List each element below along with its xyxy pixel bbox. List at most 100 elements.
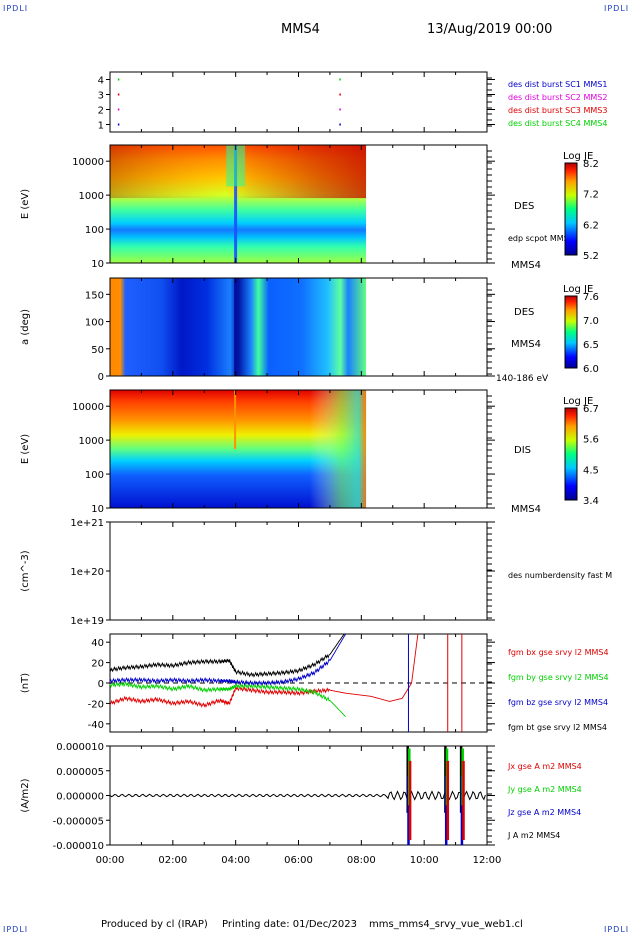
availability-tick-label: 2 — [98, 106, 104, 117]
des-pitch-tick-label: 0 — [98, 372, 104, 383]
time-axis-label: 06:00 — [284, 855, 313, 866]
des-pitch-tick-label: 50 — [91, 345, 104, 356]
des-pitch-colorbar-title: Log JE — [563, 284, 593, 295]
density-tick-label: 1e+21 — [70, 518, 104, 529]
current-tick-label: 0.000010 — [56, 742, 104, 753]
logo-left: IPDLI — [3, 4, 29, 13]
time-axis-label: 02:00 — [158, 855, 187, 866]
footer-logo-right: IPDLI — [604, 925, 630, 934]
des-pitch-colorbar-tick: 6.5 — [583, 340, 599, 351]
des-pitch-colorbar-tick: 7.6 — [583, 292, 599, 303]
dis-energy-colorbar-tick: 5.6 — [583, 435, 599, 446]
des-pitch-tick-label: 100 — [85, 318, 104, 329]
des-energy-tick-label: 10000 — [72, 157, 104, 168]
mag-ylabel: (nT) — [20, 673, 31, 693]
mag-tick-label: 20 — [91, 659, 104, 670]
mag-series-line — [109, 633, 346, 678]
current-burst — [446, 760, 450, 841]
des-energy-colorbar-tick: 7.2 — [583, 190, 599, 201]
density-tick-label: 1e+19 — [70, 616, 104, 627]
time-axis-label: 10:00 — [410, 855, 439, 866]
availability-mark — [117, 108, 120, 111]
current-burst — [444, 775, 448, 845]
footer-config: mms_mms4_srvy_vue_web1.cl — [369, 919, 523, 930]
current-baseline — [109, 790, 486, 801]
time-axis-label: 00:00 — [96, 855, 125, 866]
availability-mark — [117, 123, 120, 126]
current-legend: J A m2 MMS4 — [507, 831, 560, 840]
current-burst — [460, 775, 464, 845]
des-energy-tick-label: 1000 — [79, 191, 104, 202]
dis-energy-tick-label: 1000 — [79, 436, 104, 447]
time-axis-label: 04:00 — [221, 855, 250, 866]
des-pitch-bottom-label: 140-186 eV — [496, 374, 549, 384]
des-pitch-colorbar-tick: 7.0 — [583, 316, 599, 327]
mag-series-line — [345, 633, 419, 702]
footer-produced-by: Produced by cl (IRAP) — [101, 919, 208, 930]
des-energy-dip — [226, 145, 246, 187]
footer-printing-date: Printing date: 01/Dec/2023 — [222, 919, 358, 930]
mag-series-line — [109, 633, 346, 687]
density-ylabel: (cm^-3) — [20, 550, 31, 591]
logo-right: IPDLI — [604, 4, 630, 13]
availability-legend: des dist burst SC1 MMS1 — [508, 80, 607, 89]
availability-mark — [117, 93, 120, 96]
mag-tick-label: -20 — [88, 699, 104, 710]
current-legend: Jz gse A m2 MMS4 — [507, 808, 581, 817]
current-tick-label: 0.000005 — [56, 767, 104, 778]
dis-energy-colorbar-tick: 6.7 — [583, 404, 599, 415]
datetime-title: 13/Aug/2019 00:00 — [427, 22, 553, 37]
des-pitch-tick-label: 150 — [85, 290, 104, 301]
mag-series-line — [109, 680, 346, 717]
dis-energy-colorbar-tick: 3.4 — [583, 496, 599, 507]
availability-legend: des dist burst SC2 MMS2 — [508, 93, 607, 102]
des-energy-label: DES — [514, 201, 534, 212]
des-energy-tick-label: 10 — [91, 259, 104, 270]
summary-plot: 4 3 2 1 des dist burst SC1 MMS1 des dist burs… — [20, 71, 612, 866]
current-burst — [462, 760, 465, 841]
des-energy-colorbar-title: Log JE — [563, 151, 593, 162]
mag-series-line — [109, 685, 346, 708]
dis-energy-overlay — [110, 390, 367, 508]
availability-mark — [339, 78, 341, 81]
dis-energy-tick-label: 10 — [91, 504, 104, 515]
dis-energy-colorbar — [564, 407, 578, 501]
des-energy-colorbar-tick: 8.2 — [583, 159, 599, 170]
des-pitch-colorbar — [564, 295, 578, 369]
dis-energy-ylabel: E (eV) — [20, 434, 31, 464]
dis-energy-colorbar-tick: 4.5 — [583, 465, 599, 476]
mag-legend: fgm bt gse srvy l2 MMS4 — [508, 723, 607, 732]
des-pitch-gap — [234, 278, 238, 376]
time-axis-label: 08:00 — [347, 855, 376, 866]
dis-energy-bottom-label: MMS4 — [511, 504, 541, 515]
current-tick-label: -0.000005 — [53, 816, 104, 827]
time-axis-label: 12:00 — [473, 855, 502, 866]
des-pitch-edge — [110, 278, 118, 376]
des-pitch-ylabel: a (deg) — [20, 309, 31, 345]
current-burst — [407, 775, 410, 845]
mag-tick-label: 0 — [98, 679, 104, 690]
des-energy-tick-label: 100 — [85, 225, 104, 236]
des-energy-colorbar-tick: 5.2 — [583, 251, 599, 262]
availability-legend: des dist burst SC4 MMS4 — [508, 119, 607, 128]
availability-panel-frame — [109, 71, 488, 133]
spacecraft-title: MMS4 — [281, 22, 320, 37]
availability-tick-label: 3 — [98, 91, 104, 102]
dis-energy-label: DIS — [514, 445, 531, 456]
current-ylabel: (A/m2) — [20, 778, 31, 812]
des-pitch-sub-label: MMS4 — [511, 339, 541, 350]
dis-energy-gap — [234, 390, 237, 449]
availability-mark — [339, 123, 341, 126]
des-energy-extra-label: edp scpot MMS4 — [508, 234, 574, 243]
availability-legend: des dist burst SC3 MMS3 — [508, 106, 607, 115]
current-tick-label: 0.000000 — [56, 792, 104, 803]
dis-energy-colorbar-title: Log JE — [563, 396, 593, 407]
des-energy-colorbar-tick: 6.2 — [583, 220, 599, 231]
des-energy-colorbar — [564, 162, 578, 256]
current-legend: Jy gse A m2 MMS4 — [507, 785, 582, 794]
des-energy-gap — [234, 145, 238, 263]
density-panel-frame — [109, 521, 488, 621]
dis-energy-tick-label: 100 — [85, 470, 104, 481]
des-pitch-colorbar-tick: 6.0 — [583, 364, 599, 375]
mag-legend: fgm bx gse srvy l2 MMS4 — [508, 648, 609, 657]
